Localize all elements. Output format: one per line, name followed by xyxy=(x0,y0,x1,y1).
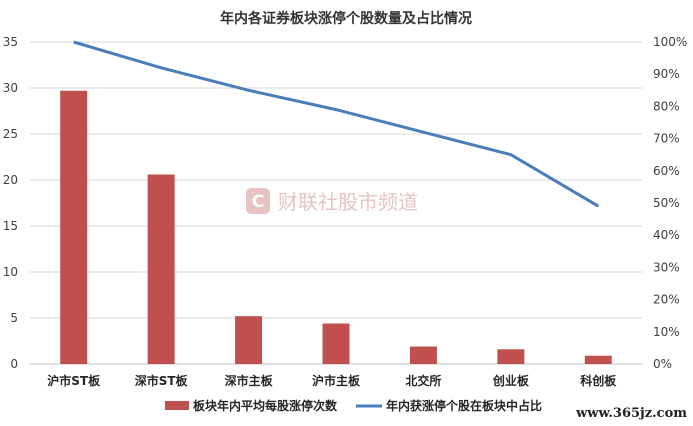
category-label: 深市主板 xyxy=(225,373,274,388)
right-tick-label: 20% xyxy=(653,293,680,307)
right-tick-label: 80% xyxy=(653,99,680,113)
bar xyxy=(235,316,263,364)
bar xyxy=(409,346,437,364)
left-tick-label: 20 xyxy=(3,173,18,187)
right-tick-label: 30% xyxy=(653,260,680,274)
left-tick-label: 0 xyxy=(10,357,18,371)
x-axis: 沪市ST板 深市ST板 深市主板 沪市主板 北交所 创业板 科创板 xyxy=(47,373,617,388)
right-tick-label: 0% xyxy=(653,357,672,371)
watermark-logo-letter: C xyxy=(252,192,264,212)
category-label: 创业板 xyxy=(492,373,530,388)
category-label: 科创板 xyxy=(580,373,617,388)
watermark-text: 财联社股市频道 xyxy=(278,190,418,214)
category-label: 北交所 xyxy=(405,373,441,388)
line-series xyxy=(73,40,600,208)
watermark-logo xyxy=(246,188,270,214)
left-tick-label: 35 xyxy=(3,35,18,49)
bar xyxy=(60,90,88,364)
legend-line-label: 年内获涨停个股在板块中占比 xyxy=(386,398,542,413)
right-tick-label: 100% xyxy=(653,35,687,49)
legend-bar-label: 板块年内平均每股涨停次数 xyxy=(193,398,338,413)
right-tick-label: 40% xyxy=(653,228,680,242)
left-tick-label: 15 xyxy=(3,219,18,233)
bar xyxy=(147,174,175,364)
right-tick-label: 70% xyxy=(653,132,680,146)
right-axis: 0% 10% 20% 30% 40% 50% 60% 70% 80% 90% 100% xyxy=(653,35,687,371)
chart-title: 年内各证券板块涨停个股数量及占比情况 xyxy=(220,10,472,27)
left-axis: 0 5 10 15 20 25 30 35 xyxy=(3,35,18,371)
right-tick-label: 50% xyxy=(653,196,680,210)
right-tick-label: 60% xyxy=(653,164,680,178)
left-tick-label: 25 xyxy=(3,127,18,141)
legend-bar-swatch xyxy=(165,401,189,410)
category-label: 沪市ST板 xyxy=(47,373,101,388)
left-tick-label: 10 xyxy=(3,265,18,279)
bar xyxy=(497,349,525,364)
gridlines xyxy=(30,41,642,365)
category-label: 沪市主板 xyxy=(312,373,361,388)
line-path xyxy=(73,40,600,208)
watermark: C 财联社股市频道 xyxy=(246,188,418,214)
left-tick-label: 30 xyxy=(3,81,18,95)
right-tick-label: 90% xyxy=(653,67,680,81)
bar-series xyxy=(60,90,612,364)
bar xyxy=(322,323,350,364)
right-tick-label: 10% xyxy=(653,325,680,339)
site-label: www.365jz.com xyxy=(575,406,687,421)
left-tick-label: 5 xyxy=(10,311,18,325)
legend: 板块年内平均每股涨停次数 年内获涨停个股在板块中占比 xyxy=(165,398,542,413)
bar xyxy=(584,355,612,364)
category-label: 深市ST板 xyxy=(135,373,189,388)
